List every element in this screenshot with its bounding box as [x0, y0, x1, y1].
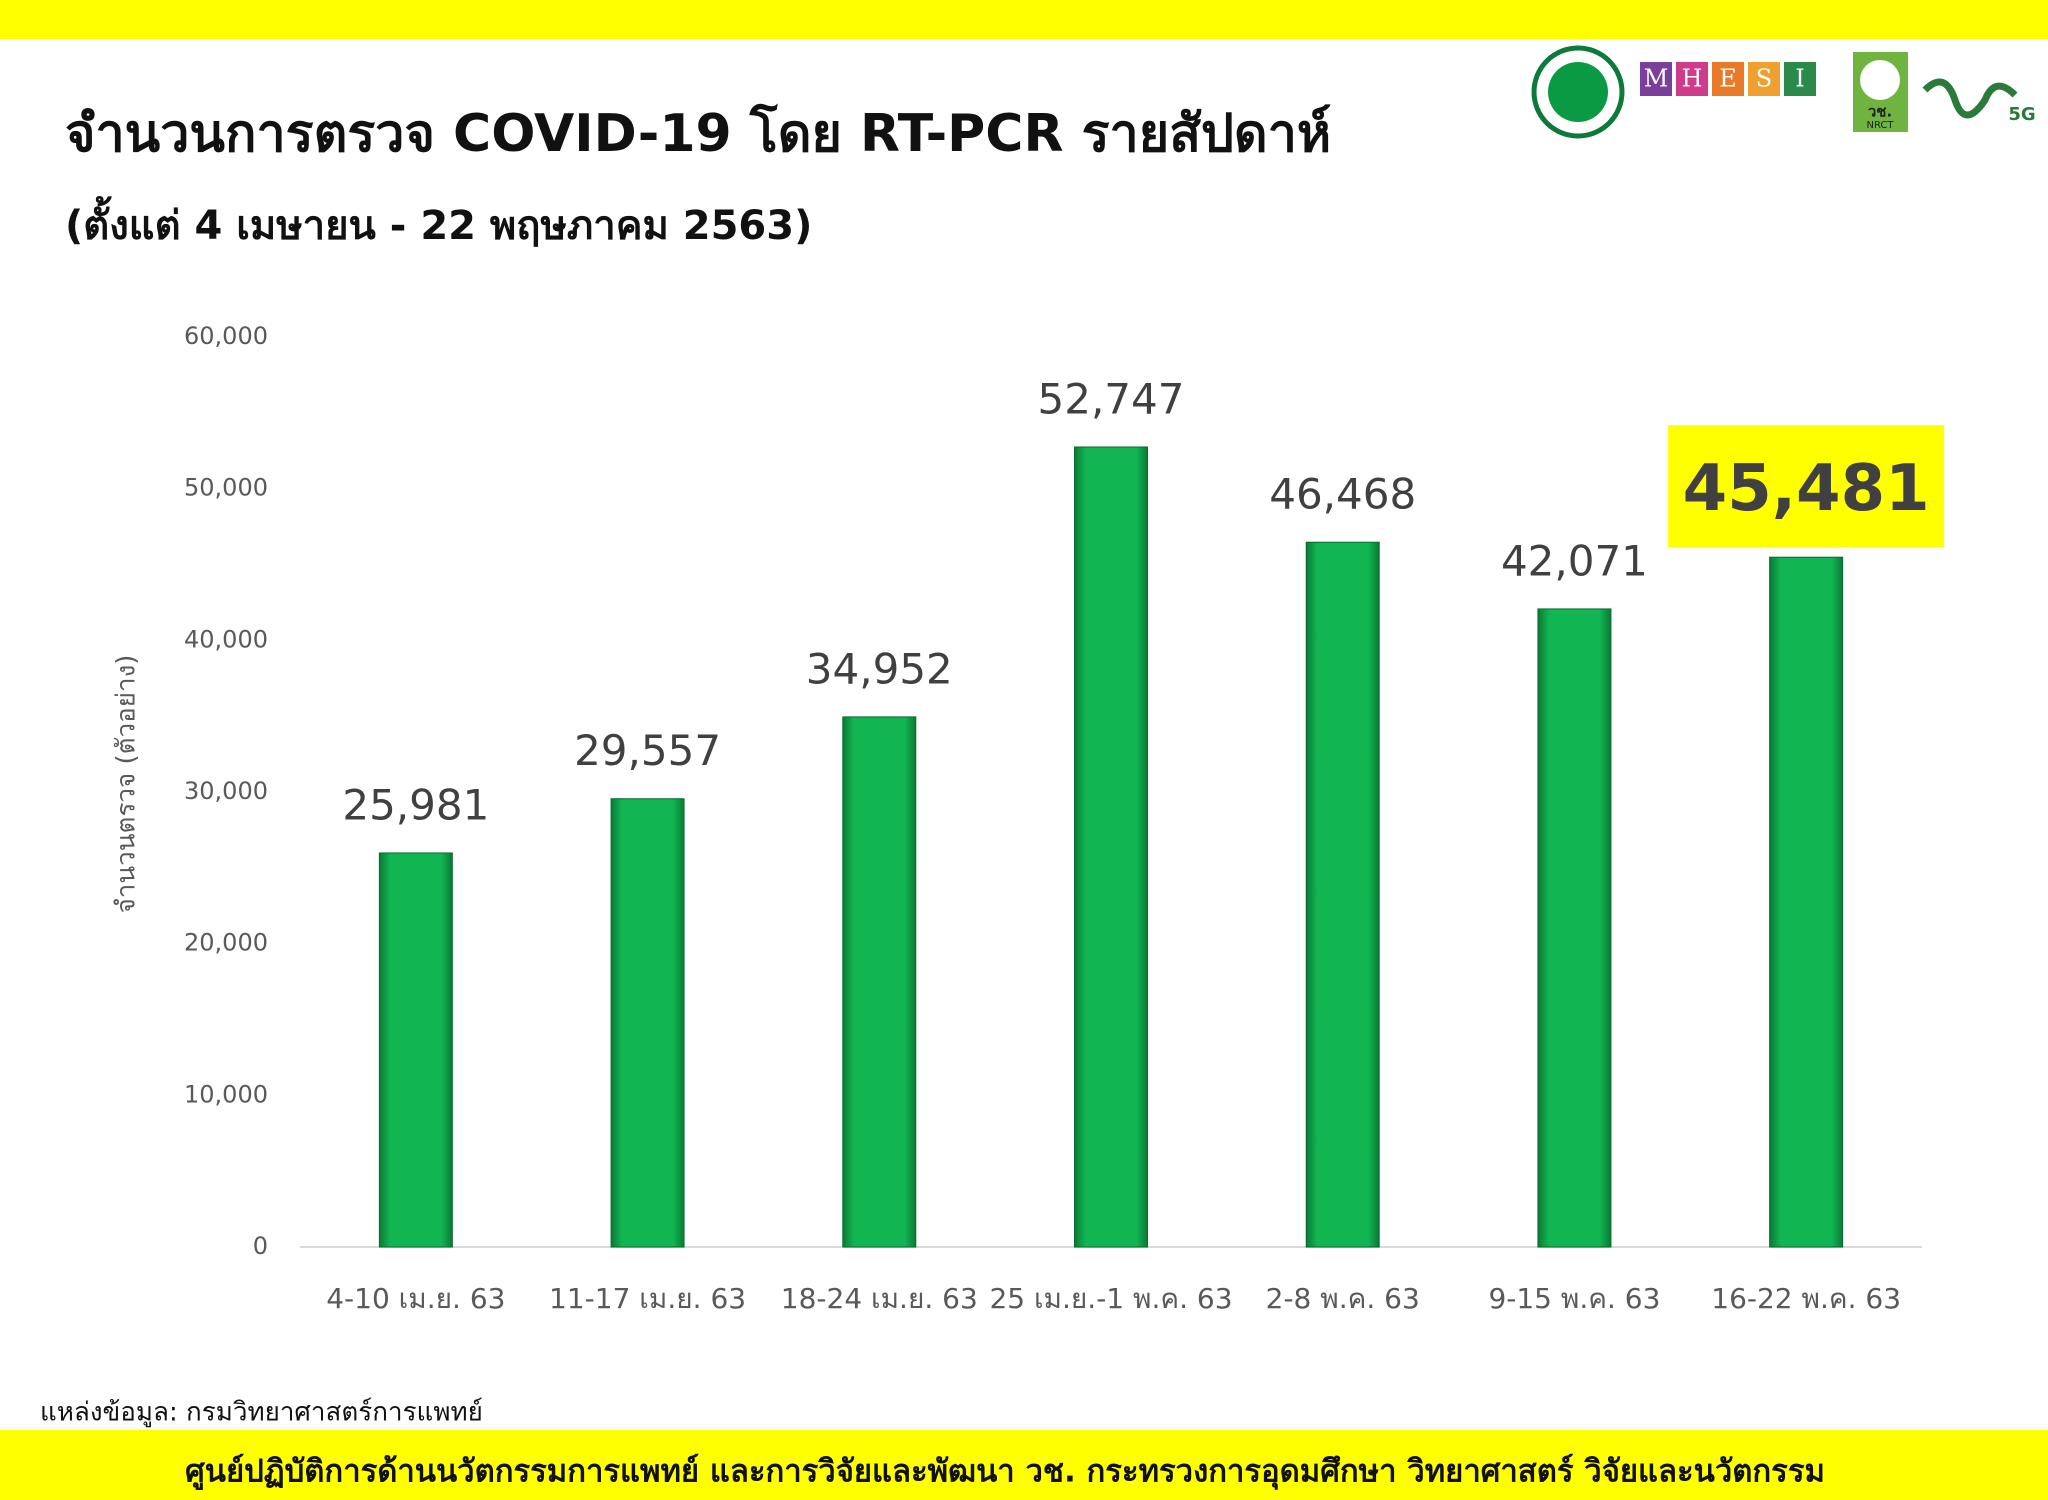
bar: [1769, 556, 1844, 1248]
logo-letter: M: [1644, 65, 1669, 93]
x-tick-label: 18-24 เม.ย. 63: [781, 1282, 978, 1315]
logo-letter: I: [1795, 65, 1804, 93]
logo-nrct-en: NRCT: [1866, 120, 1894, 131]
value-label: 46,468: [1269, 470, 1416, 519]
value-label: 45,481: [1683, 452, 1930, 526]
logo-letter: S: [1756, 65, 1772, 93]
y-tick-label: 60,000: [184, 322, 268, 350]
logo-dms-inner: [1548, 62, 1608, 122]
x-tick-label: 2-8 พ.ค. 63: [1266, 1282, 1420, 1315]
bar: [1305, 541, 1380, 1248]
value-label-highlight: [1668, 425, 1945, 548]
y-tick-label: 30,000: [184, 777, 268, 805]
logo-5g-mark: [1922, 78, 2018, 119]
logo-letter-box: [1676, 62, 1708, 96]
value-label: 34,952: [806, 644, 953, 693]
logo-nrct-th: วช.: [1868, 103, 1892, 121]
x-tick-label: 16-22 พ.ค. 63: [1711, 1282, 1901, 1315]
chart-title: จำนวนการตรวจ COVID-19 โดย RT-PCR รายสัปด…: [65, 102, 1331, 164]
value-label: 25,981: [342, 780, 489, 829]
x-tick-label: 4-10 เม.ย. 63: [326, 1282, 505, 1315]
y-tick-label: 0: [253, 1232, 268, 1260]
logo-letter: E: [1719, 65, 1737, 93]
value-label: 52,747: [1038, 375, 1185, 424]
source: แหล่งข้อมูล: กรมวิทยาศาสตร์การแพทย์: [40, 1398, 483, 1428]
chart-subtitle: (ตั้งแต่ 4 เมษายน - 22 พฤษภาคม 2563): [65, 196, 812, 249]
x-tick-label: 11-17 เม.ย. 63: [549, 1282, 746, 1315]
y-axis-label: จำนวนตรวจ (ตัวอย่าง): [112, 655, 142, 914]
y-tick-label: 40,000: [184, 625, 268, 653]
footer: ศูนย์ปฏิบัติการด้านนวัตกรรมการแพทย์ และก…: [185, 1454, 1825, 1491]
y-tick-label: 10,000: [184, 1080, 268, 1108]
bar: [1074, 446, 1148, 1248]
x-tick-label: 9-15 พ.ค. 63: [1488, 1282, 1660, 1315]
logo-letter: H: [1682, 65, 1703, 93]
logo-letter-box: [1640, 62, 1672, 96]
top-band: [0, 0, 2048, 39]
value-label: 42,071: [1501, 536, 1648, 585]
footer-band: [0, 1430, 2048, 1500]
logo-nrct-seal: [1860, 60, 1900, 100]
logo-letter-box: [1748, 62, 1780, 96]
x-tick-label: 25 เม.ย.-1 พ.ค. 63: [989, 1282, 1232, 1315]
value-label: 29,557: [574, 726, 721, 775]
y-tick-label: 50,000: [184, 474, 268, 502]
bar: [1537, 608, 1612, 1248]
y-tick-label: 20,000: [184, 929, 268, 957]
bar: [610, 798, 685, 1248]
logo-letter-box: [1784, 62, 1816, 96]
logo-letter-box: [1712, 62, 1744, 96]
bar: [842, 716, 917, 1248]
bar: [378, 852, 453, 1248]
logo-5g: 5G: [2008, 104, 2035, 125]
